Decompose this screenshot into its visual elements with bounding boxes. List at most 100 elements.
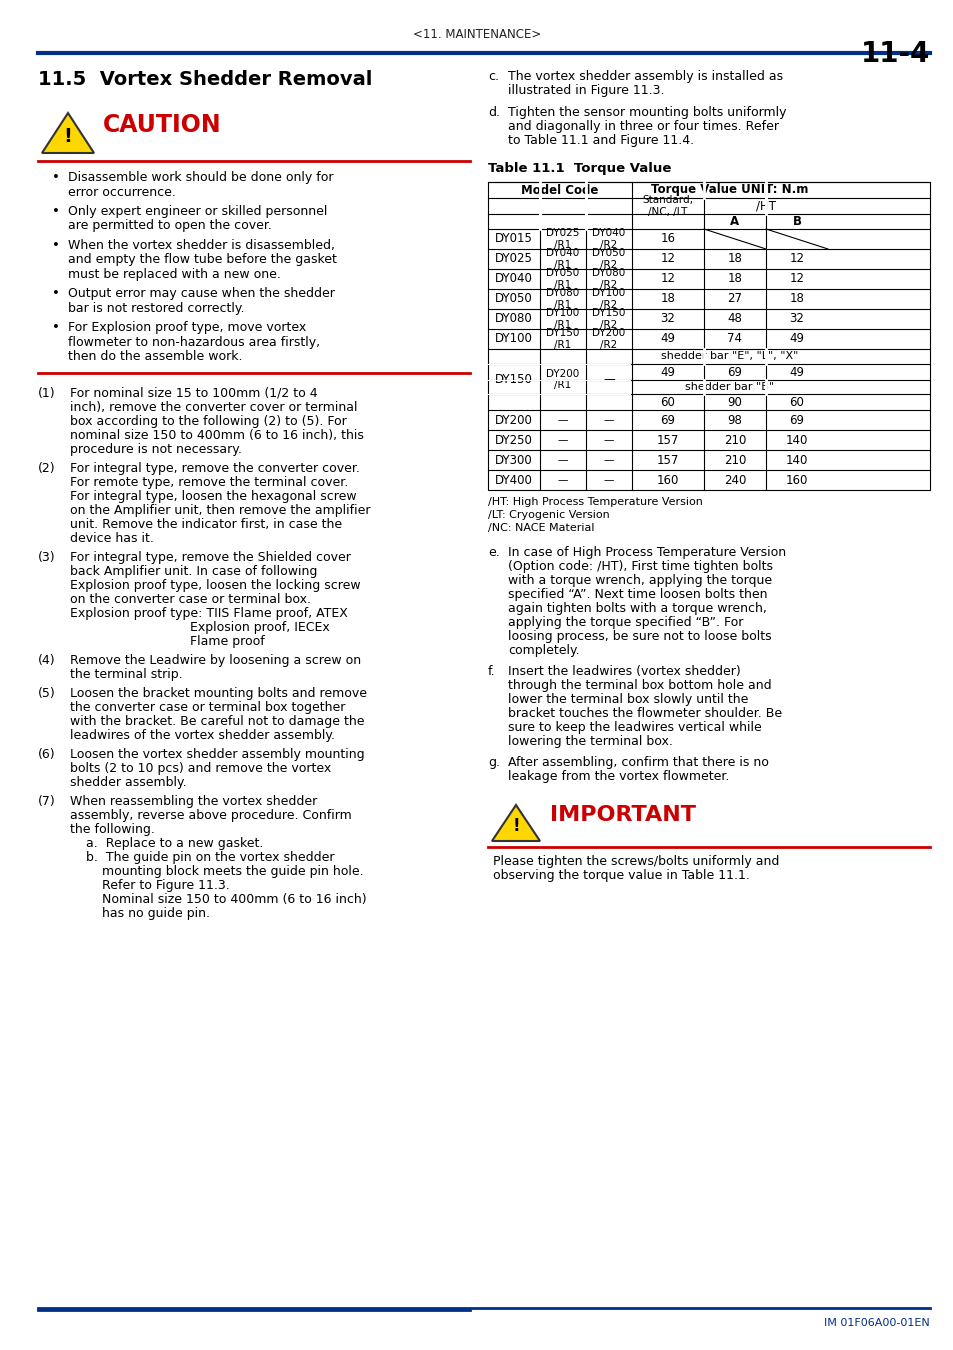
Text: 16: 16 [659, 232, 675, 246]
Text: 18: 18 [789, 293, 803, 305]
Text: procedure is not necessary.: procedure is not necessary. [70, 443, 242, 456]
Text: 32: 32 [789, 312, 803, 325]
Text: with the bracket. Be careful not to damage the: with the bracket. Be careful not to dama… [70, 716, 364, 728]
Text: leadwires of the vortex shedder assembly.: leadwires of the vortex shedder assembly… [70, 729, 335, 742]
Text: A: A [730, 215, 739, 228]
Text: 11-4: 11-4 [860, 40, 929, 68]
Text: DY050
/R1: DY050 /R1 [546, 269, 579, 290]
Text: Disassemble work should be done only for: Disassemble work should be done only for [68, 171, 334, 184]
Text: For Explosion proof type, move vortex: For Explosion proof type, move vortex [68, 321, 306, 335]
Text: When the vortex shedder is disassembled,: When the vortex shedder is disassembled, [68, 239, 335, 252]
Text: DY040
/R2: DY040 /R2 [592, 228, 625, 250]
Text: 140: 140 [785, 433, 807, 447]
Text: DY200: DY200 [495, 413, 533, 427]
Text: DY250: DY250 [495, 433, 533, 447]
Text: Table 11.1  Torque Value: Table 11.1 Torque Value [488, 162, 671, 176]
Text: DY200
/R2: DY200 /R2 [592, 328, 625, 350]
Text: the converter case or terminal box together: the converter case or terminal box toget… [70, 701, 345, 714]
Text: 160: 160 [656, 474, 679, 486]
Text: on the converter case or terminal box.: on the converter case or terminal box. [70, 593, 311, 606]
Text: 98: 98 [727, 413, 741, 427]
Text: —: — [603, 435, 614, 446]
Text: unit. Remove the indicator first, in case the: unit. Remove the indicator first, in cas… [70, 518, 342, 531]
Text: /HT: /HT [755, 200, 775, 212]
Text: observing the torque value in Table 11.1.: observing the torque value in Table 11.1… [493, 869, 749, 882]
Text: —: — [603, 455, 614, 464]
Text: The vortex shedder assembly is installed as: The vortex shedder assembly is installed… [507, 70, 782, 82]
Text: DY050: DY050 [495, 293, 533, 305]
Text: 240: 240 [723, 474, 745, 486]
Text: must be replaced with a new one.: must be replaced with a new one. [68, 269, 280, 281]
Text: •: • [52, 239, 60, 252]
Text: Loosen the vortex shedder assembly mounting: Loosen the vortex shedder assembly mount… [70, 748, 364, 761]
Text: lowering the terminal box.: lowering the terminal box. [507, 734, 672, 748]
Text: Explosion proof, IECEx: Explosion proof, IECEx [70, 621, 330, 634]
Text: bolts (2 to 10 pcs) and remove the vortex: bolts (2 to 10 pcs) and remove the vorte… [70, 761, 331, 775]
Text: a.  Replace to a new gasket.: a. Replace to a new gasket. [70, 837, 263, 850]
Text: —: — [558, 475, 568, 485]
Text: shedder assembly.: shedder assembly. [70, 776, 187, 788]
Text: Tighten the sensor mounting bolts uniformly: Tighten the sensor mounting bolts unifor… [507, 107, 785, 119]
Text: (6): (6) [38, 748, 55, 761]
Text: sure to keep the leadwires vertical while: sure to keep the leadwires vertical whil… [507, 721, 760, 734]
Text: 140: 140 [785, 454, 807, 467]
Text: Flame proof: Flame proof [70, 634, 265, 648]
Text: and empty the flow tube before the gasket: and empty the flow tube before the gaske… [68, 254, 336, 266]
Text: 49: 49 [659, 332, 675, 346]
Text: •: • [52, 205, 60, 217]
Text: DY100: DY100 [495, 332, 533, 346]
Text: f.: f. [488, 666, 496, 678]
Text: completely.: completely. [507, 644, 579, 657]
Text: lower the terminal box slowly until the: lower the terminal box slowly until the [507, 693, 747, 706]
Text: •: • [52, 171, 60, 184]
Text: DY080
/R1: DY080 /R1 [546, 288, 579, 309]
Text: 90: 90 [727, 396, 741, 409]
Text: 157: 157 [656, 454, 679, 467]
Text: DY015: DY015 [495, 232, 533, 246]
Text: DY200
/R1: DY200 /R1 [546, 369, 579, 390]
Text: assembly, reverse above procedure. Confirm: assembly, reverse above procedure. Confi… [70, 809, 352, 822]
Text: 12: 12 [659, 273, 675, 285]
Text: and diagonally in three or four times. Refer: and diagonally in three or four times. R… [507, 120, 779, 134]
Text: IMPORTANT: IMPORTANT [550, 805, 696, 825]
Text: Torque Value UNIT: N.m: Torque Value UNIT: N.m [651, 184, 808, 197]
Text: Explosion proof type, loosen the locking screw: Explosion proof type, loosen the locking… [70, 579, 360, 593]
Text: (3): (3) [38, 551, 55, 564]
Text: Standard,
/NC, /LT: Standard, /NC, /LT [641, 196, 693, 217]
Text: •: • [52, 321, 60, 335]
Text: After assembling, confirm that there is no: After assembling, confirm that there is … [507, 756, 768, 770]
Text: DY040: DY040 [495, 273, 533, 285]
Text: 69: 69 [727, 366, 741, 378]
Text: 32: 32 [659, 312, 675, 325]
Text: e.: e. [488, 545, 499, 559]
Text: (Option code: /HT), First time tighten bolts: (Option code: /HT), First time tighten b… [507, 560, 772, 572]
Polygon shape [42, 113, 94, 153]
Text: DY080: DY080 [495, 312, 533, 325]
Text: g.: g. [488, 756, 499, 770]
Text: DY400: DY400 [495, 474, 533, 486]
Text: Insert the leadwires (vortex shedder): Insert the leadwires (vortex shedder) [507, 666, 740, 678]
Text: /LT: Cryogenic Version: /LT: Cryogenic Version [488, 510, 609, 520]
Text: the terminal strip.: the terminal strip. [70, 668, 182, 680]
Text: back Amplifier unit. In case of following: back Amplifier unit. In case of followin… [70, 566, 317, 578]
Text: mounting block meets the guide pin hole.: mounting block meets the guide pin hole. [70, 865, 363, 878]
Text: shedder bar "E", "L", "X": shedder bar "E", "L", "X" [660, 351, 798, 362]
Text: —: — [602, 373, 615, 386]
Text: (4): (4) [38, 653, 55, 667]
Text: bar is not restored correctly.: bar is not restored correctly. [68, 302, 244, 315]
Text: /NC: NACE Material: /NC: NACE Material [488, 522, 594, 533]
Text: 160: 160 [785, 474, 807, 486]
Text: DY050
/R2: DY050 /R2 [592, 248, 625, 270]
Text: with a torque wrench, applying the torque: with a torque wrench, applying the torqu… [507, 574, 771, 587]
Text: <11. MAINTENANCE>: <11. MAINTENANCE> [413, 28, 540, 42]
Text: DY150: DY150 [495, 373, 533, 386]
Text: inch), remove the converter cover or terminal: inch), remove the converter cover or ter… [70, 401, 357, 414]
Text: 49: 49 [659, 366, 675, 378]
Text: !: ! [64, 127, 72, 147]
Text: Output error may cause when the shedder: Output error may cause when the shedder [68, 288, 335, 301]
Text: 12: 12 [659, 252, 675, 266]
Text: 27: 27 [727, 293, 741, 305]
Text: —: — [603, 414, 614, 425]
Text: applying the torque specified “B”. For: applying the torque specified “B”. For [507, 616, 742, 629]
Polygon shape [492, 805, 539, 841]
